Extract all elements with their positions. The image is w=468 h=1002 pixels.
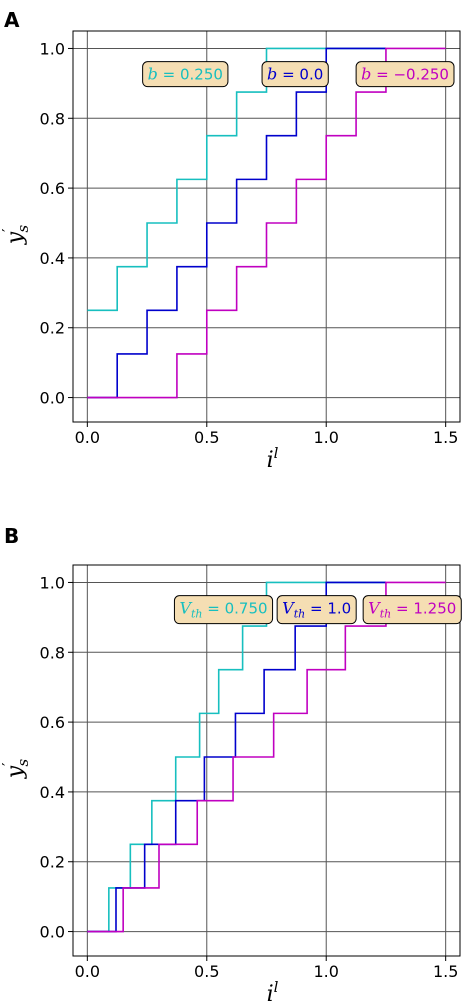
annotation-box	[355, 61, 455, 88]
annotation-box	[173, 595, 274, 625]
x-axis-label: il	[267, 444, 279, 473]
annotation-box	[142, 61, 229, 88]
annotation-label: b = 0.250	[148, 65, 223, 84]
y-tick-label: 0.0	[40, 923, 65, 942]
legend-annotation-0: b = 0.250	[142, 61, 229, 88]
panel-letter: A	[4, 8, 20, 32]
annotation-label: Vth = 0.750	[179, 599, 267, 621]
x-tick-label: 0.0	[75, 428, 100, 447]
legend-annotation-0: Vth = 0.750	[173, 595, 274, 625]
y-axis-label: y′s	[0, 758, 32, 779]
y-tick-label: 0.4	[40, 249, 65, 268]
x-tick-label: 1.0	[313, 962, 338, 981]
annotation-label: Vth = 1.250	[368, 599, 456, 621]
x-tick-label: 1.5	[433, 428, 458, 447]
y-tick-label: 0.8	[40, 109, 65, 128]
y-tick-label: 1.0	[40, 39, 65, 58]
annotation-label: b = −0.250	[361, 65, 449, 84]
x-tick-label: 0.5	[194, 428, 219, 447]
y-tick-label: 0.6	[40, 713, 65, 732]
annotation-box	[276, 595, 357, 625]
x-tick-label: 1.0	[313, 428, 338, 447]
y-tick-label: 1.0	[40, 573, 65, 592]
series-line-2	[87, 47, 446, 399]
annotation-label: b = 0.0	[267, 65, 323, 84]
x-axis-label: il	[267, 978, 279, 1002]
y-axis-label: y′s	[0, 224, 32, 245]
x-tick-label: 0.5	[194, 962, 219, 981]
y-tick-label: 0.6	[40, 179, 65, 198]
x-tick-label: 1.5	[433, 962, 458, 981]
legend-annotation-2: b = −0.250	[355, 61, 455, 88]
series-line-0	[87, 47, 386, 312]
y-tick-label: 0.4	[40, 783, 65, 802]
series-line-2	[87, 581, 446, 933]
annotation-box	[261, 61, 329, 88]
axes-frame	[72, 564, 461, 957]
y-tick-label: 0.0	[40, 389, 65, 408]
series-line-1	[87, 47, 386, 399]
axes-frame	[72, 30, 461, 423]
panel-a: A 0.0 0.5 1.0 1.5 0.0 0.2 0.4 0.6 0.8 1.0 il y′s b = …	[0, 8, 461, 473]
legend-annotation-1: b = 0.0	[261, 61, 329, 88]
y-tick-label: 0.2	[40, 319, 65, 338]
panel-letter: B	[4, 524, 19, 548]
panel-b: B 0.0 0.5 1.0 1.5 0.0 0.2 0.4 0.6 0.8 1.0 il y′s Vth …	[0, 524, 462, 1002]
annotation-box	[362, 595, 462, 625]
annotation-label: Vth = 1.0	[282, 599, 351, 621]
legend-annotation-2: Vth = 1.250	[362, 595, 462, 625]
x-tick-label: 0.0	[75, 962, 100, 981]
y-tick-label: 0.8	[40, 643, 65, 662]
legend-annotation-1: Vth = 1.0	[276, 595, 357, 625]
y-tick-label: 0.2	[40, 853, 65, 872]
